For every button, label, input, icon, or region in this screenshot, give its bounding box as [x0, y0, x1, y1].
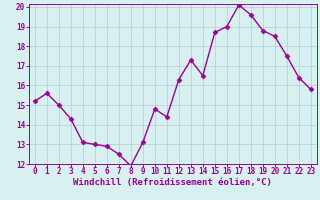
- X-axis label: Windchill (Refroidissement éolien,°C): Windchill (Refroidissement éolien,°C): [73, 178, 272, 187]
